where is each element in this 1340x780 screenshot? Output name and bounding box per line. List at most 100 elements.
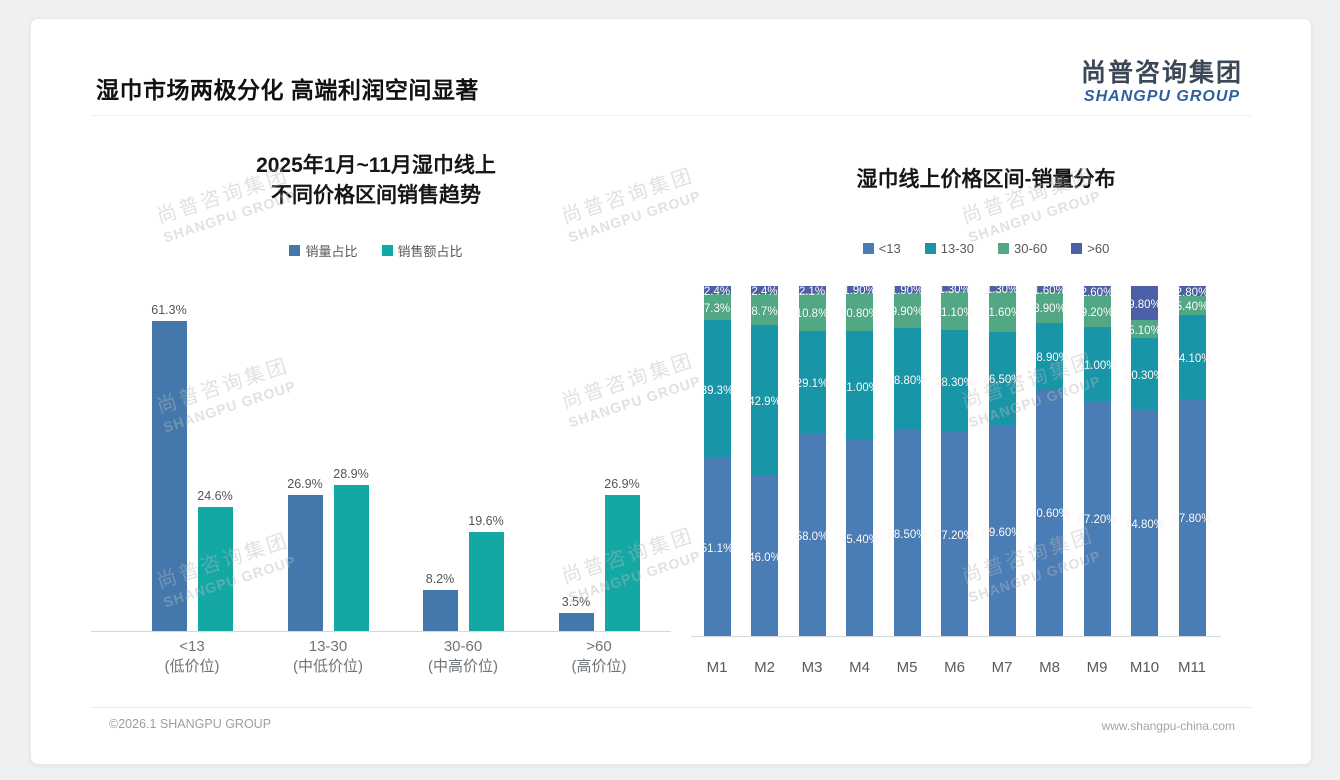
left-chart-legend: 销量占比 销售额占比 [161,241,591,260]
bar-value-label: 28.9% [333,467,369,481]
bar-销量占比-<13 [151,321,187,631]
slide: 湿巾市场两极分化 高端利润空间显著 尚普咨询集团 SHANGPU GROUP 2… [30,18,1312,765]
segment-value-label: 11.60% [982,307,1022,320]
segment-<13-M2 [751,475,778,636]
month-label-M11: M11 [1177,659,1207,676]
legend-swatch-13-30 [924,243,936,254]
segment-<13-M3 [798,433,826,636]
segment-<13-M1 [703,457,731,636]
segment-30-60-M10 [1131,320,1158,339]
segment->60-M2 [751,286,778,295]
bar-销售额占比-<13 [197,507,233,631]
segment-value-label: 9.90% [890,306,924,319]
segment-value-label: 58.0% [795,530,829,543]
footer-copyright: ©2026.1 SHANGPU GROUP [109,717,272,731]
right-chart-title: 湿巾线上价格区间-销量分布 [856,168,1116,191]
category-label-13-30: 13-30 (中低价位) [268,637,388,677]
segment-13-30-M5 [893,327,921,430]
segment-<13-M11 [1178,398,1206,636]
segment->60-M11 [1178,286,1206,296]
segment-value-label: 20.30% [1124,369,1164,382]
segment-value-label: 2.60% [1080,286,1114,299]
segment->60-M4 [846,286,873,293]
logo-english-text: SHANGPU GROUP [1083,87,1241,105]
month-label-M5: M5 [896,659,918,676]
segment-value-label: 2.1% [798,285,826,298]
bar-销量占比->60 [558,613,594,631]
legend-label: 13-30 [940,241,974,256]
legend-item-<13: <13 [862,241,901,256]
bar-value-label: 26.9% [287,477,323,491]
month-label-M3: M3 [801,659,823,676]
segment-value-label: 21.00% [1077,360,1117,373]
company-logo: 尚普咨询集团 SHANGPU GROUP [1081,59,1243,106]
month-label-M2: M2 [754,659,775,676]
bar-销量占比-30-60 [422,590,458,631]
segment->60-M3 [798,286,826,294]
segment->60-M6 [941,286,968,291]
segment-13-30-M1 [703,319,731,458]
legend-item-销售额占比: 销售额占比 [381,241,463,260]
footer-divider [91,707,1251,708]
segment-value-label: 8.7% [751,305,778,318]
segment-13-30-M7 [988,331,1016,426]
bar-销售额占比->60 [604,495,640,631]
left-chart-title-line2: 不同价格区间销售趋势 [271,184,481,207]
bar-销售额占比-30-60 [468,532,504,631]
segment-value-label: 9.20% [1080,307,1114,320]
segment-13-30-M6 [941,330,968,432]
bar-value-label: 26.9% [604,477,640,491]
legend-label: <13 [878,241,901,256]
category-range: <13 [179,638,205,655]
category-tier: (高价位) [571,658,627,675]
category-label-<13: <13 (低价位) [132,637,252,677]
segment-value-label: 10.80% [839,307,879,320]
segment-13-30-M8 [1036,322,1063,389]
segment-13-30-M2 [751,324,778,475]
segment-value-label: 11.10% [935,306,974,319]
segment-<13-M8 [1036,388,1063,636]
bar-销量占比-13-30 [287,495,323,631]
segment-value-label: 1.90% [843,285,876,298]
segment-value-label: 28.30% [934,376,974,389]
segment-value-label: 10.8% [795,308,829,321]
legend-label: 30-60 [1014,241,1048,256]
segment-value-label: 57.20% [934,529,974,542]
legend-swatch-<13 [862,243,874,254]
segment-value-label: 9.80% [1128,299,1161,312]
segment-value-label: 2.4% [751,286,778,299]
month-label-M9: M9 [1086,659,1108,676]
segment-value-label: 1.30% [938,284,971,297]
left-chart-plot: 61.3% 26.9% 8.2% 3.5% 24.6% 28.9% 19.6% 26.9% [91,287,671,632]
legend-swatch-销量占比 [289,245,301,256]
left-chart-title: 2025年1月~11月湿巾线上 不同价格区间销售趋势 [161,151,591,211]
legend-swatch-30-60 [998,243,1009,254]
category-range: >60 [586,638,612,655]
segment-<13-M6 [941,431,968,636]
bar-value-label: 61.3% [151,303,187,317]
segment->60-M10 [1131,286,1158,321]
legend-item-30-60: 30-60 [998,241,1047,256]
segment-value-label: 55.40% [839,534,879,547]
header-divider [91,115,1251,116]
segment-value-label: 24.10% [1172,352,1212,365]
segment->60-M1 [703,286,731,295]
segment-30-60-M7 [988,290,1016,332]
bar-value-label: 19.6% [468,514,504,528]
segment-value-label: 18.90% [1029,351,1069,364]
segment-<13-M9 [1083,400,1111,636]
segment-value-label: 70.60% [1029,508,1069,521]
segment-value-label: 39.3% [700,384,734,397]
month-label-M1: M1 [706,659,728,676]
segment-13-30-M9 [1083,327,1111,401]
month-label-M8: M8 [1039,659,1060,676]
segment-value-label: 5.10% [1128,325,1161,338]
right-chart-plot: 51.1% 39.3% 7.3% 2.4% 46.0% 42.9% 8.7% 2.4% 58.0… [691,284,1221,637]
legend-swatch->60 [1071,243,1083,254]
legend-item->60: >60 [1071,241,1109,256]
segment-value-label: 64.80% [1124,518,1164,531]
month-label-M6: M6 [944,659,965,676]
month-label-M7: M7 [991,659,1013,676]
legend-item-13-30: 13-30 [924,241,974,256]
segment-30-60-M1 [703,294,731,320]
